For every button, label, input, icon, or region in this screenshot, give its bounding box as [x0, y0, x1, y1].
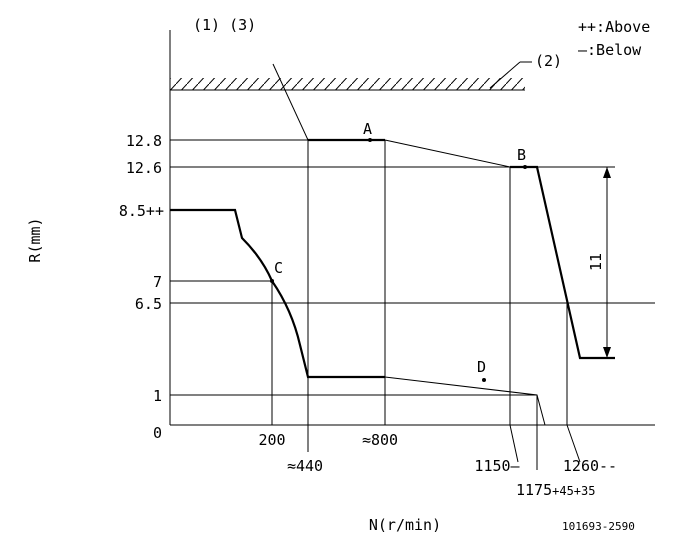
y-label: 7	[153, 273, 162, 291]
x-label: 1260--	[563, 457, 617, 475]
x-label: ≈800	[362, 431, 398, 449]
x-label-special: 1175+45+35	[516, 481, 595, 499]
legend-below: —:Below	[578, 41, 642, 59]
drawing-number: 101693-2590	[562, 520, 635, 533]
point-label: A	[363, 120, 372, 138]
x-label-base: 1175	[516, 481, 552, 499]
point-label: B	[517, 146, 526, 164]
stopper-line	[170, 61, 532, 91]
y-label: 6.5	[135, 295, 162, 313]
axes	[169, 30, 655, 426]
y-axis-title: R(mm)	[26, 217, 44, 262]
x-label: 200	[258, 431, 285, 449]
note: (1) (3)	[193, 16, 256, 34]
characteristic-upper	[272, 63, 615, 360]
x-axis-title: N(r/min)	[369, 516, 441, 534]
dimension	[603, 167, 611, 358]
y-label: 0	[153, 424, 162, 442]
y-label: 12.8	[126, 132, 162, 150]
point-label: D	[477, 358, 486, 376]
span-label: 11	[587, 253, 605, 271]
point-label: C	[274, 259, 283, 277]
x-label: 1150—	[474, 457, 520, 475]
y-label: 12.6	[126, 159, 162, 177]
y-label: 8.5++	[119, 202, 164, 220]
reference-lines	[170, 139, 655, 470]
x-label-tolerance: +45+35	[552, 484, 595, 498]
characteristic-lower	[170, 208, 546, 426]
reference: (2)	[535, 52, 562, 70]
legend-above: ++:Above	[578, 18, 650, 36]
y-label: 1	[153, 387, 162, 405]
x-label: ≈440	[287, 457, 323, 475]
